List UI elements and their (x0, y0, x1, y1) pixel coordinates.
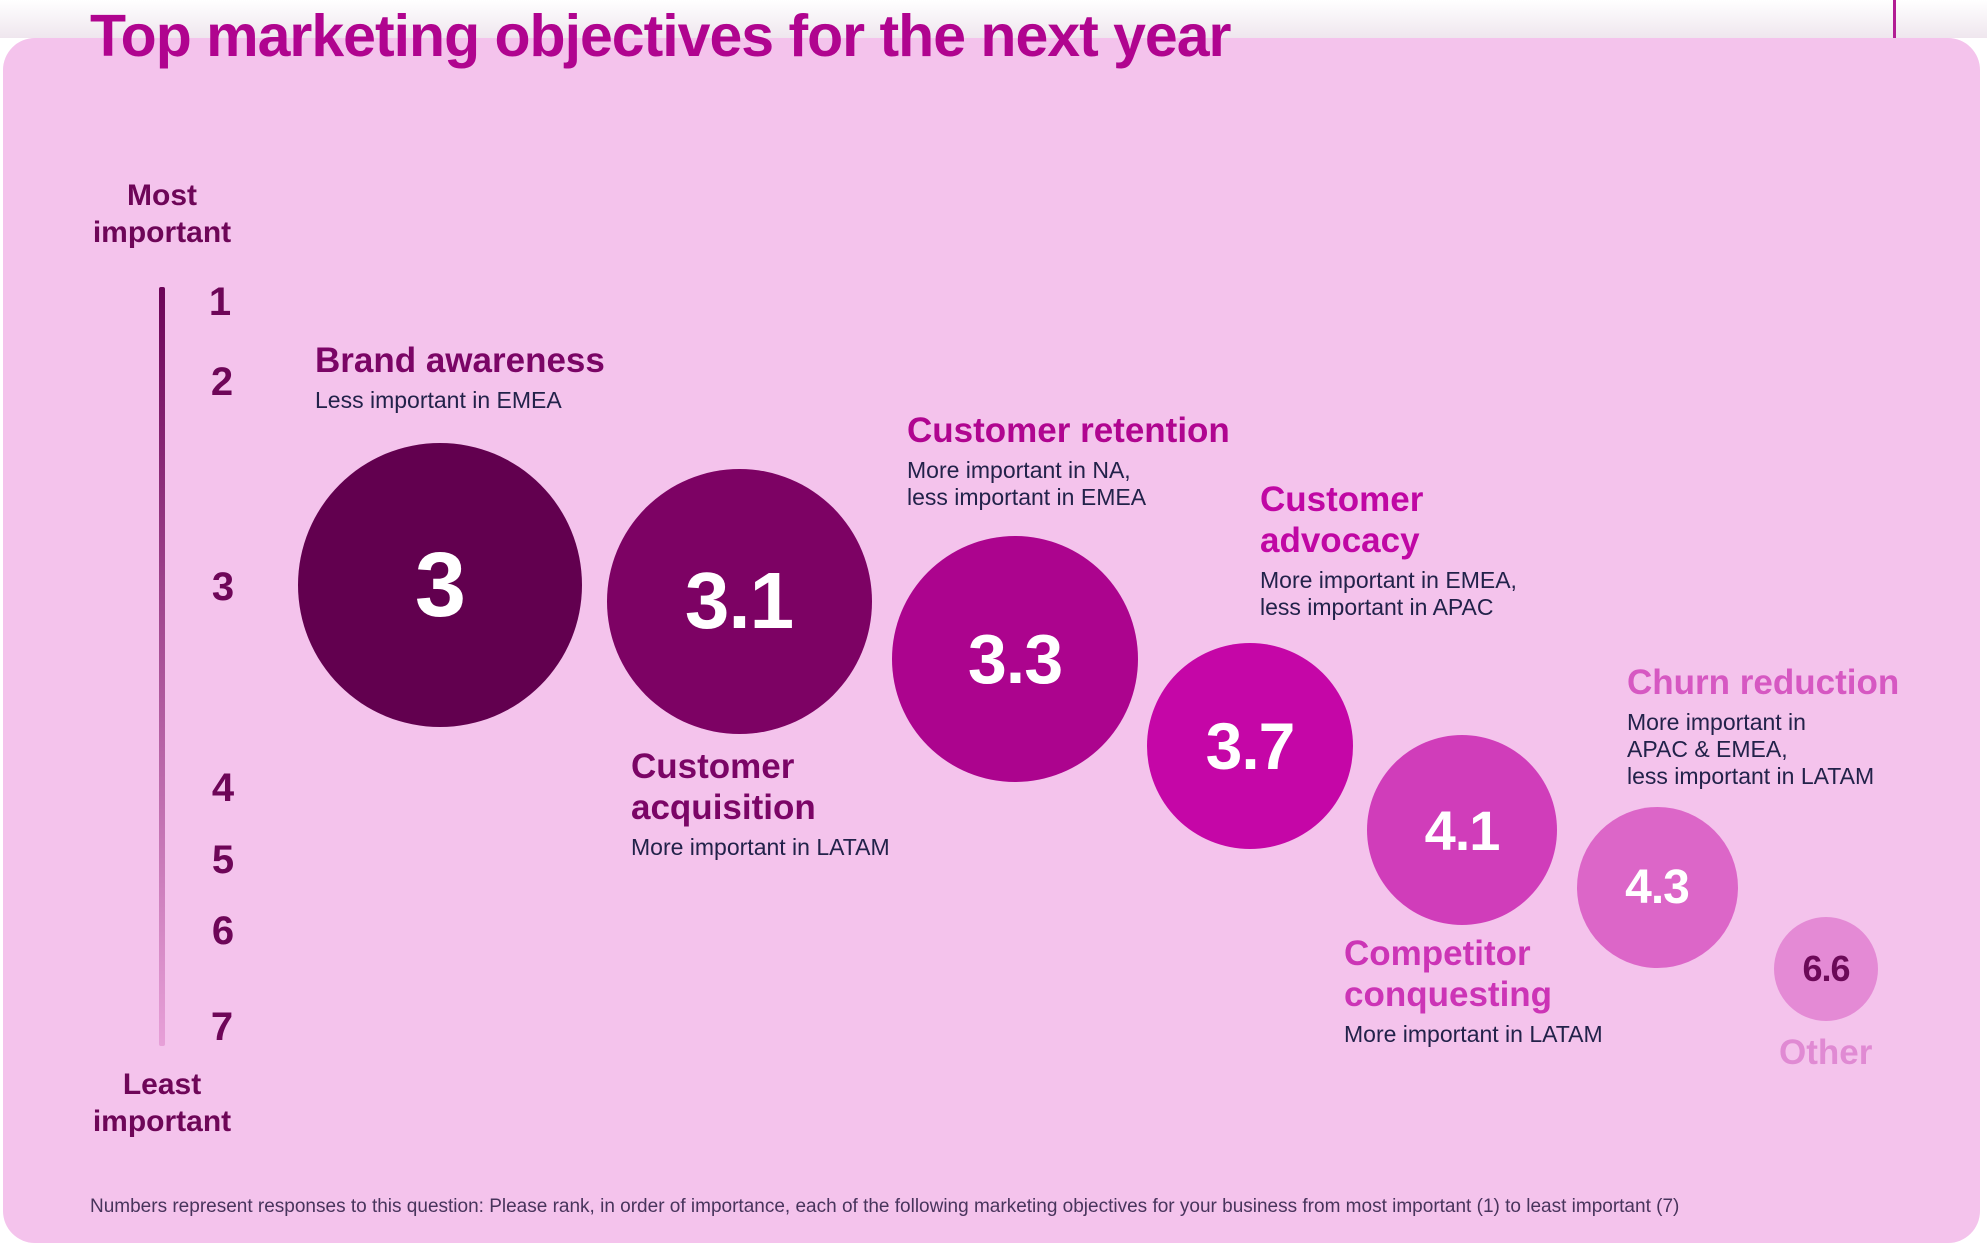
axis-tick-2: 2 (210, 360, 234, 404)
axis-top-label: Most important (72, 177, 252, 251)
axis-bottom-label: Least important (72, 1066, 252, 1140)
label-customer-acquisition-note: More important in LATAM (631, 834, 890, 860)
bubble-other: 6.6 (1774, 917, 1878, 1021)
corner-accent-line (1893, 0, 1896, 38)
label-other-name: Other (1779, 1033, 1873, 1072)
label-other: Other (1779, 1032, 1872, 1079)
label-competitor-conquesting-note: More important in LATAM (1344, 1021, 1603, 1047)
axis-tick-3: 3 (211, 565, 235, 609)
page-title: Top marketing objectives for the next ye… (90, 3, 1232, 69)
bubble-customer-acquisition: 3.1 (606, 468, 872, 734)
bubble-competitor-conquesting: 4.1 (1367, 735, 1557, 925)
label-customer-retention-note: More important in NA, less important in … (907, 457, 1147, 510)
bubble-customer-advocacy: 3.7 (1147, 643, 1353, 849)
label-brand-awareness-note: Less important in EMEA (315, 387, 562, 413)
axis-top-label-line-1: Most (127, 179, 197, 212)
label-competitor-conquesting: Competitor conquesting More important in … (1344, 933, 1634, 1048)
bubble-brand-awareness: 3 (298, 443, 582, 727)
importance-scale-bar (159, 287, 165, 1046)
axis-tick-6: 6 (211, 909, 235, 953)
axis-tick-7: 7 (210, 1005, 234, 1049)
axis-tick-1: 1 (208, 280, 232, 324)
axis-bottom-label-line-2: important (92, 1105, 232, 1138)
axis-bottom-label-line-1: Least (122, 1068, 202, 1101)
axis-top-label-line-2: important (92, 216, 232, 249)
footnote: Numbers represent responses to this ques… (90, 1196, 1680, 1217)
bubble-customer-retention: 3.3 (892, 536, 1138, 782)
label-customer-retention: Customer retention More important in NA, … (907, 410, 1230, 511)
top-border (0, 0, 1987, 38)
axis-tick-5: 5 (211, 838, 235, 882)
axis-tick-4: 4 (211, 766, 235, 810)
label-churn-reduction: Churn reduction More important in APAC & … (1627, 662, 1899, 790)
label-customer-acquisition-name: Customer acquisition (631, 747, 816, 827)
label-brand-awareness: Brand awareness Less important in EMEA (315, 340, 605, 414)
label-customer-acquisition: Customer acquisition More important in LA… (631, 746, 921, 861)
label-brand-awareness-name: Brand awareness (315, 341, 605, 380)
label-churn-reduction-name: Churn reduction (1627, 663, 1900, 702)
label-competitor-conquesting-name: Competitor conquesting (1344, 934, 1553, 1014)
label-customer-advocacy: Customer advocacy More important in EMEA,… (1260, 479, 1550, 621)
bubble-churn-reduction: 4.3 (1576, 806, 1738, 968)
label-customer-advocacy-name: Customer advocacy (1260, 480, 1424, 560)
label-customer-retention-name: Customer retention (907, 411, 1230, 450)
label-churn-reduction-note: More important in APAC & EMEA, less impo… (1627, 709, 1875, 789)
label-customer-advocacy-note: More important in EMEA, less important i… (1260, 567, 1517, 620)
